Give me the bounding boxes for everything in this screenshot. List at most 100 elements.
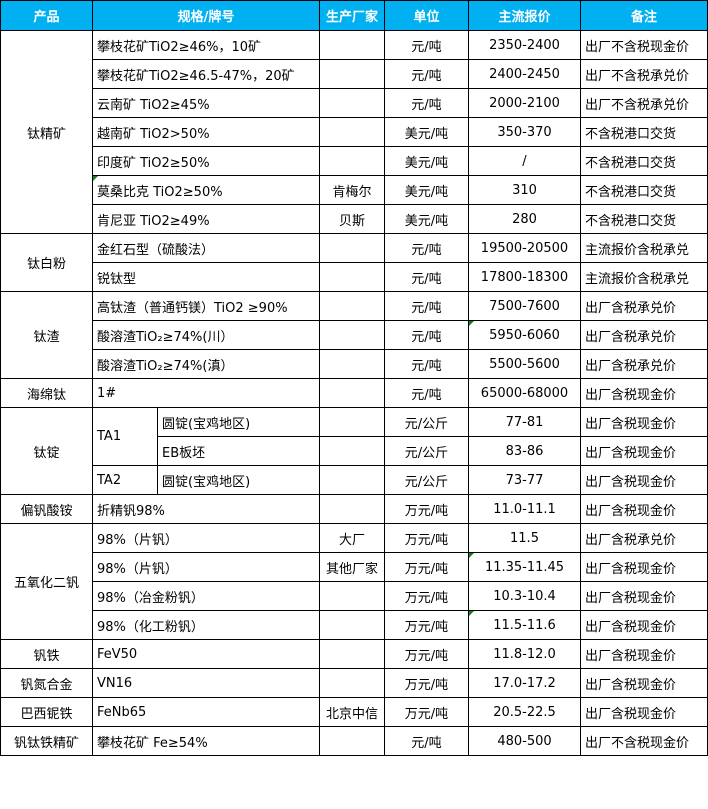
price-cell: 480-500 <box>468 726 581 756</box>
spec-cell: 酸溶渣TiO₂≥74%(滇） <box>92 349 320 379</box>
sub-spec-cell: 圆锭(宝鸡地区) <box>157 465 320 495</box>
table-row: 钛锭 TA1 圆锭(宝鸡地区) 元/公斤 77-81 出厂含税现金价 <box>0 407 708 495</box>
spec-cell: 98%（片钒） <box>92 552 320 582</box>
header-maker: 生产厂家 <box>319 0 385 31</box>
product-cell: 钛锭 <box>0 407 93 495</box>
unit-cell: 万元/吨 <box>384 639 469 669</box>
table-row: 酸溶渣TiO₂≥74%(川） 元/吨 5950-6060 出厂含税承兑价 <box>1 320 708 350</box>
spec-cell: VN16 <box>92 668 320 698</box>
spec-cell: FeV50 <box>92 639 320 669</box>
table-row: 钒铁 FeV50 万元/吨 11.8-12.0 出厂含税现金价 <box>0 639 708 669</box>
product-cell: 五氧化二钒 <box>0 523 93 640</box>
maker-cell <box>319 639 385 669</box>
note-cell: 出厂含税现金价 <box>580 465 708 495</box>
price-cell: 5500-5600 <box>468 349 581 379</box>
header-unit: 单位 <box>384 0 469 31</box>
spec-cell: 高钛渣（普通钙镁）TiO2 ≥90% <box>92 291 320 321</box>
note-cell: 出厂含税承兑价 <box>580 291 708 321</box>
table-row: TA2 圆锭(宝鸡地区) 元/公斤 73-77 出厂含税现金价 <box>1 465 708 495</box>
note-cell: 不含税港口交货 <box>580 204 708 234</box>
table-row: 偏钒酸铵 折精钒98% 万元/吨 11.0-11.1 出厂含税现金价 <box>0 494 708 524</box>
maker-cell <box>319 349 385 379</box>
note-cell: 主流报价含税承兑 <box>580 233 708 263</box>
table-row: 海绵钛 1# 元/吨 65000-68000 出厂含税现金价 <box>0 378 708 408</box>
table-row: 98%（冶金粉钒） 万元/吨 10.3-10.4 出厂含税现金价 <box>1 581 708 611</box>
price-cell: 2000-2100 <box>468 88 581 118</box>
unit-cell: 元/吨 <box>384 726 469 756</box>
table-row: 攀枝花矿TiO2≥46.5-47%，20矿 元/吨 2400-2450 出厂不含税承兑… <box>1 59 708 89</box>
table-row: 98%（化工粉钒） 万元/吨 11.5-11.6 出厂含税现金价 <box>1 610 708 640</box>
maker-cell <box>319 117 385 147</box>
maker-cell <box>319 436 385 466</box>
spec-cell: FeNb65 <box>92 697 320 727</box>
unit-cell: 万元/吨 <box>384 552 469 582</box>
unit-cell: 万元/吨 <box>384 697 469 727</box>
maker-cell <box>319 494 385 524</box>
price-cell: 310 <box>468 175 581 205</box>
table-row: 钛精矿 攀枝花矿TiO2≥46%，10矿 元/吨 2350-2400 出厂不含税现金价 <box>0 30 708 234</box>
unit-cell: 元/吨 <box>384 378 469 408</box>
table-row: 钛渣 高钛渣（普通钙镁）TiO2 ≥90% 元/吨 7500-7600 出厂含税承兑价 <box>0 291 708 379</box>
table-row: 云南矿 TiO2≥45% 元/吨 2000-2100 出厂不含税承兑价 <box>1 88 708 118</box>
note-cell: 出厂含税现金价 <box>580 610 708 640</box>
table-row: 钒氮合金 VN16 万元/吨 17.0-17.2 出厂含税现金价 <box>0 668 708 698</box>
maker-cell <box>319 146 385 176</box>
table-row: 莫桑比克 TiO2≥50% 肯梅尔 美元/吨 310 不含税港口交货 <box>1 175 708 205</box>
spec-cell: 折精钒98% <box>92 494 320 524</box>
table-row: 巴西铌铁 FeNb65 北京中信 万元/吨 20.5-22.5 出厂含税现金价 <box>0 697 708 727</box>
spec-cell: 印度矿 TiO2≥50% <box>92 146 320 176</box>
unit-cell: 元/吨 <box>384 320 469 350</box>
maker-cell: 肯梅尔 <box>319 175 385 205</box>
note-cell: 主流报价含税承兑 <box>580 262 708 292</box>
price-cell: 20.5-22.5 <box>468 697 581 727</box>
maker-cell <box>319 262 385 292</box>
product-cell: 巴西铌铁 <box>0 697 93 727</box>
price-cell: 83-86 <box>468 436 581 466</box>
product-cell: 钛精矿 <box>0 30 93 234</box>
spec-cell: 越南矿 TiO2>50% <box>92 117 320 147</box>
table-row: 肯尼亚 TiO2≥49% 贝斯 美元/吨 280 不含税港口交货 <box>1 204 708 234</box>
note-cell: 不含税港口交货 <box>580 175 708 205</box>
note-cell: 出厂含税现金价 <box>580 639 708 669</box>
maker-cell: 其他厂家 <box>319 552 385 582</box>
unit-cell: 万元/吨 <box>384 581 469 611</box>
product-cell: 海绵钛 <box>0 378 93 408</box>
product-cell: 钛白粉 <box>0 233 93 292</box>
unit-cell: 元/吨 <box>384 349 469 379</box>
product-cell: 偏钒酸铵 <box>0 494 93 524</box>
unit-cell: 万元/吨 <box>384 668 469 698</box>
maker-cell <box>319 291 385 321</box>
sub-spec-cell: EB板坯 <box>157 436 320 466</box>
unit-cell: 元/公斤 <box>384 465 469 495</box>
header-spec: 规格/牌号 <box>92 0 320 31</box>
price-cell: / <box>468 146 581 176</box>
unit-cell: 元/吨 <box>384 59 469 89</box>
maker-cell <box>319 465 385 495</box>
maker-cell: 大厂 <box>319 523 385 553</box>
unit-cell: 万元/吨 <box>384 523 469 553</box>
table-row: 钒钛铁精矿 攀枝花矿 Fe≥54% 元/吨 480-500 出厂不含税现金价 <box>0 726 708 756</box>
maker-cell <box>319 726 385 756</box>
price-cell: 350-370 <box>468 117 581 147</box>
maker-cell <box>319 378 385 408</box>
note-cell: 出厂含税现金价 <box>580 552 708 582</box>
price-cell: 11.0-11.1 <box>468 494 581 524</box>
header-price: 主流报价 <box>468 0 581 31</box>
maker-cell <box>319 88 385 118</box>
table-row: 五氧化二钒 98%（片钒） 大厂 万元/吨 11.5 出厂含税承兑价 <box>0 523 708 640</box>
note-cell: 出厂含税现金价 <box>580 697 708 727</box>
spec-cell: 莫桑比克 TiO2≥50% <box>92 175 320 205</box>
price-cell: 2350-2400 <box>468 30 581 60</box>
price-cell: 77-81 <box>468 407 581 437</box>
spec-cell: 肯尼亚 TiO2≥49% <box>92 204 320 234</box>
unit-cell: 元/吨 <box>384 233 469 263</box>
price-cell: 11.5 <box>468 523 581 553</box>
maker-cell <box>319 407 385 437</box>
unit-cell: 美元/吨 <box>384 117 469 147</box>
unit-cell: 元/吨 <box>384 88 469 118</box>
product-cell: 钒钛铁精矿 <box>0 726 93 756</box>
unit-cell: 万元/吨 <box>384 494 469 524</box>
unit-cell: 元/公斤 <box>384 436 469 466</box>
unit-cell: 美元/吨 <box>384 175 469 205</box>
header-row: 产品 规格/牌号 生产厂家 单位 主流报价 备注 <box>0 0 708 31</box>
